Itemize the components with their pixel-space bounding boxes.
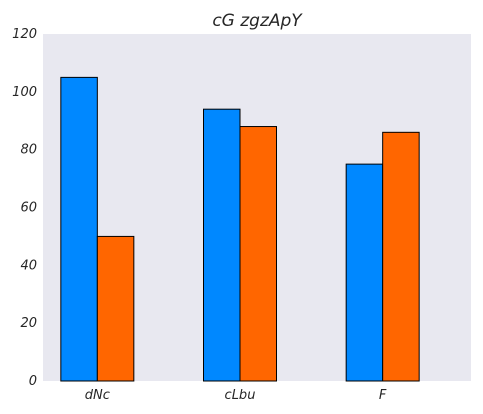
chart-title: cG zgzApY [212, 11, 303, 31]
x-tick-label: F [379, 388, 387, 403]
x-tick-label: dNc [85, 388, 110, 403]
y-tick-label: 100 [12, 85, 37, 100]
x-axis-ticks: dNc cLbu F [85, 388, 387, 403]
y-tick-label: 40 [20, 258, 37, 273]
y-axis-ticks: 0 20 40 60 80 100 120 [12, 27, 37, 389]
bar-dNc-series-2 [96, 235, 135, 382]
x-tick-label: cLbu [225, 388, 256, 403]
y-tick-label: 80 [20, 143, 37, 158]
bar-F-series-1 [345, 163, 384, 382]
y-tick-label: 20 [20, 316, 37, 331]
bar-dNc-series-1 [60, 76, 98, 382]
bar-cLbu-series-1 [203, 108, 241, 382]
y-tick-label: 60 [20, 201, 37, 216]
y-tick-label: 0 [29, 374, 37, 389]
bar-cLbu-series-2 [239, 126, 277, 382]
y-tick-label: 120 [12, 27, 37, 42]
bars [60, 76, 420, 382]
bar-F-series-2 [382, 131, 420, 382]
